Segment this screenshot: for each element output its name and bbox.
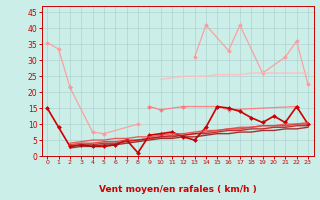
X-axis label: Vent moyen/en rafales ( km/h ): Vent moyen/en rafales ( km/h ) — [99, 185, 256, 194]
